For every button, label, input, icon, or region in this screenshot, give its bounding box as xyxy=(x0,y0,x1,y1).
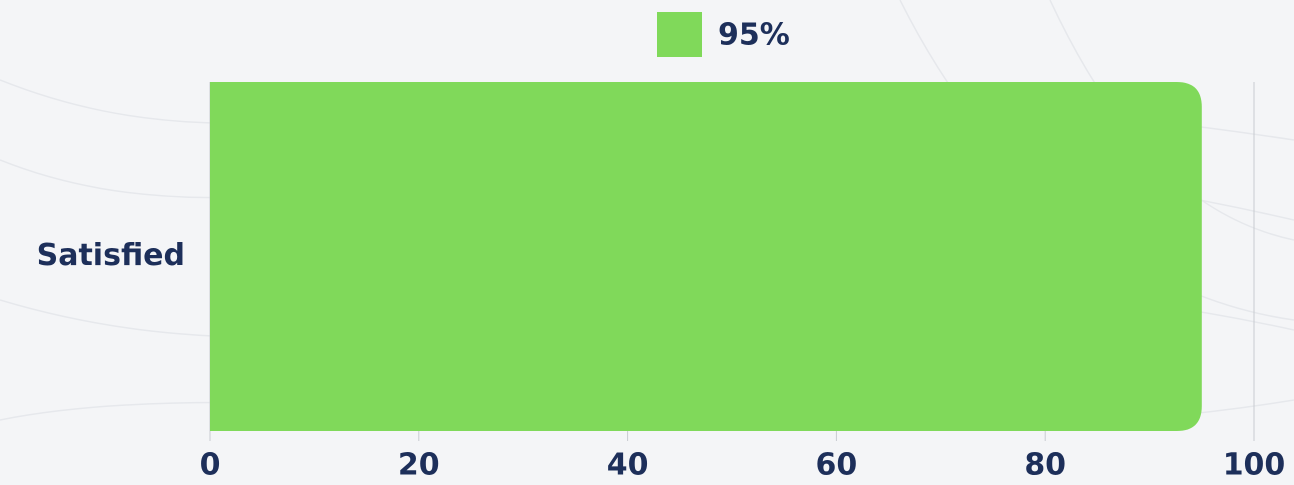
x-tick-label: 80 xyxy=(1024,448,1066,483)
x-tick-label: 20 xyxy=(398,448,440,483)
x-tick-label: 60 xyxy=(816,448,858,483)
y-tick-label: Satisfied xyxy=(37,238,185,273)
x-tick-label: 100 xyxy=(1223,448,1286,483)
legend-label: 95% xyxy=(718,18,790,53)
bar xyxy=(210,82,1202,431)
legend-swatch xyxy=(657,12,702,57)
x-tick-label: 40 xyxy=(607,448,649,483)
x-tick-label: 0 xyxy=(200,448,221,483)
